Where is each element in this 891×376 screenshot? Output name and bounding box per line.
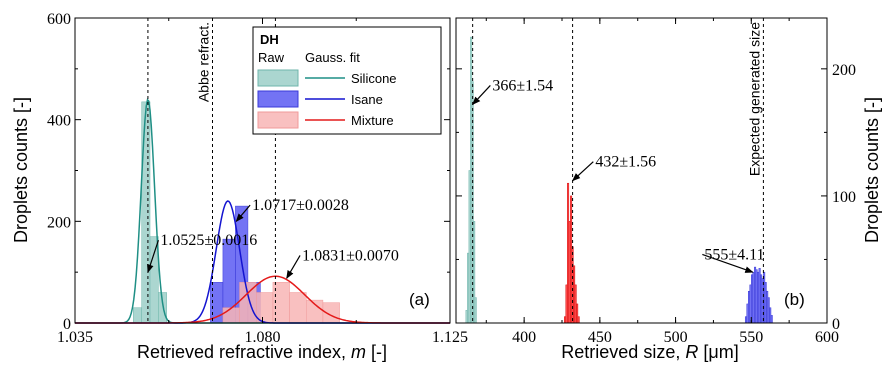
annotation-label: 1.0525±0.0016 [160, 232, 257, 249]
x-axis-title-a: Retrieved refractive index, m [-] [137, 342, 387, 362]
reference-line-label: Abbe refract. [196, 22, 212, 102]
x-tick-label: 1.125 [432, 329, 468, 346]
legend-title: DH [260, 32, 279, 47]
panel-a: Abbe refract. 1.0525±0.0016 1.0717±0.0028… [11, 11, 468, 362]
reference-line-label: Expected generated size [746, 22, 762, 176]
legend-col-fit: Gauss. fit [305, 50, 360, 65]
annotation-arrow [571, 161, 594, 182]
x-tick-label: 500 [664, 329, 688, 346]
y-tick-label: 200 [832, 62, 856, 79]
histogram-bar-silicone [141, 101, 151, 324]
x-tick-label: 550 [739, 329, 763, 346]
legend-entry-isane: Isane [351, 92, 383, 107]
y-axis-title-a: Droplets counts [-] [11, 97, 31, 243]
histogram-bar-mixture [222, 307, 240, 324]
annotation-arrow [286, 255, 301, 279]
y-tick-label: 0 [832, 316, 840, 333]
panel-label-a: (a) [409, 290, 430, 309]
histogram-bar-isane [770, 315, 773, 324]
legend-swatch-silicone [257, 69, 299, 87]
panel-label-b: (b) [784, 290, 805, 309]
histogram-bar-mixture [577, 316, 580, 324]
histogram-bar-silicone [133, 307, 142, 324]
x-tick-label: 1.035 [57, 329, 93, 346]
annotation-arrow [147, 240, 159, 273]
y-tick-label: 0 [63, 316, 71, 333]
x-tick-label: 1.080 [245, 329, 281, 346]
y-axis-title-b: Droplets counts [-] [862, 97, 882, 243]
legend-entry-mixture: Mixture [351, 113, 394, 128]
y-tick-label: 200 [47, 214, 71, 231]
y-tick-label: 400 [47, 113, 71, 130]
legend-entry-silicone: Silicone [351, 71, 397, 86]
histogram-bar-mixture [289, 292, 307, 324]
annotation-label: 1.0717±0.0028 [252, 197, 349, 214]
y-tick-label: 100 [832, 189, 856, 206]
legend-col-raw: Raw [258, 50, 285, 65]
x-tick-label: 400 [512, 329, 536, 346]
panel-b: Expected generated size 366±1.54 432±1.56… [455, 17, 882, 362]
annotation-arrow [235, 204, 251, 222]
x-tick-label: 600 [815, 329, 839, 346]
x-axis-title-b: Retrieved size, R [μm] [561, 342, 738, 362]
annotation-label: 555±4.11 [704, 246, 764, 263]
legend-swatch-mixture [257, 111, 299, 129]
histogram-bar-silicone [149, 236, 159, 324]
annotation-label: 1.0831±0.0070 [302, 247, 399, 264]
annotation-label: 432±1.56 [595, 154, 656, 171]
legend-swatch-isane [257, 90, 299, 108]
annotation-arrow [472, 85, 491, 106]
y-tick-label: 600 [47, 11, 71, 28]
annotation-label: 366±1.54 [492, 77, 553, 94]
annotation-arrow [702, 253, 754, 273]
legend: DH Raw Gauss. fit Silicone Isane Mixture [252, 26, 442, 135]
histogram-bar-silicone [474, 297, 477, 324]
x-tick-label: 450 [588, 329, 612, 346]
